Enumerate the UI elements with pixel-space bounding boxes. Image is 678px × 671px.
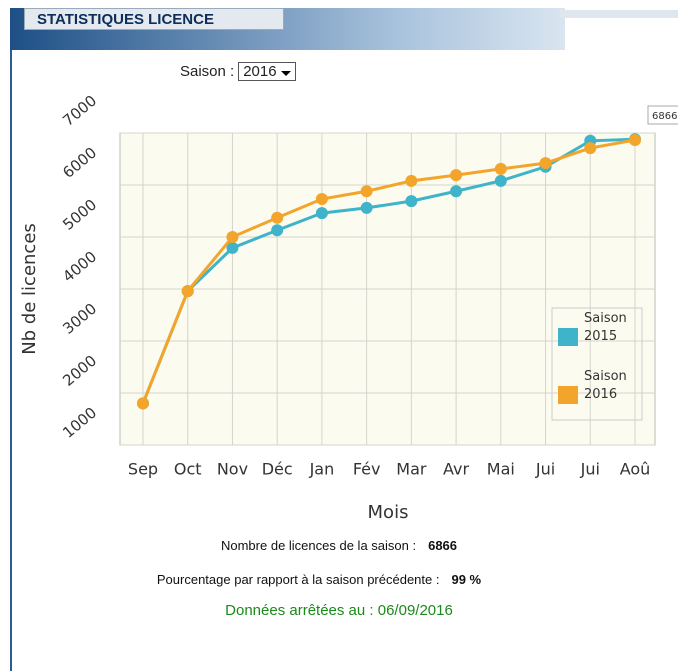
stat-row: Nombre de licences de la saison : 6866	[0, 538, 678, 553]
legend-label-part: Saison	[584, 369, 627, 384]
season-selector: Saison :2016	[180, 62, 296, 81]
y-tick-label: 4000	[59, 247, 100, 285]
x-tick-label: Jan	[309, 460, 335, 479]
y-tick-label: 7000	[59, 91, 100, 129]
data-point	[450, 169, 463, 182]
data-point	[494, 162, 507, 175]
data-label-box	[647, 105, 678, 125]
data-label: 6866	[652, 111, 677, 122]
x-tick-label: Mai	[487, 460, 515, 479]
y-tick-label: 3000	[59, 299, 100, 337]
x-tick-label: Jui	[580, 460, 600, 479]
x-tick-label: Fév	[353, 460, 381, 479]
data-point	[315, 207, 328, 220]
x-tick-label: Aoû	[620, 460, 651, 479]
header-bar	[560, 10, 678, 18]
header-title: STATISTIQUES LICENCE	[24, 8, 284, 30]
x-tick-label: Jui	[535, 460, 555, 479]
data-point	[137, 397, 149, 410]
legend-label: Saison 2015	[584, 311, 627, 344]
data-point	[226, 241, 239, 254]
data-point	[405, 195, 418, 208]
x-tick-label: Sep	[128, 460, 158, 479]
stat-value: 99 %	[451, 572, 482, 587]
select-label: Saison :	[180, 63, 235, 80]
data-point	[360, 201, 373, 214]
y-tick-label: 5000	[59, 195, 100, 233]
data-point	[539, 157, 552, 170]
y-tick-label: 2000	[59, 351, 100, 389]
stat-label: Pourcentage par rapport à la saison préc…	[156, 572, 440, 587]
data-point	[494, 174, 507, 187]
x-tick-label: Oct	[174, 460, 202, 479]
data-point	[226, 231, 239, 243]
x-tick-label: Nov	[217, 460, 248, 479]
x-axis-label: Mois	[368, 502, 409, 523]
data-point	[629, 133, 641, 146]
legend-box	[551, 307, 643, 421]
x-tick-label: Mar	[396, 460, 427, 479]
data-point	[271, 224, 284, 237]
data-point	[360, 185, 373, 198]
data-point	[405, 174, 418, 187]
legend-swatch	[558, 328, 578, 346]
y-axis-label: Nb de licences	[19, 223, 40, 355]
legend-swatch	[558, 386, 578, 404]
season-dropdown[interactable]: 2016	[238, 62, 296, 81]
legend-label-part: Saison	[584, 311, 627, 326]
data-point	[315, 193, 328, 206]
data-date: Données arrêtées au : 06/09/2016	[225, 602, 453, 619]
x-tick-label: Avr	[443, 460, 469, 479]
series-line	[141, 137, 636, 404]
stat-value: 6866	[428, 538, 458, 553]
legend-label-part: 2015	[584, 329, 617, 344]
data-point	[181, 285, 194, 298]
stat-label: Nombre de licences de la saison :	[220, 538, 417, 553]
data-point	[450, 185, 463, 198]
legend-label-part: 2016	[584, 387, 617, 402]
data-point	[584, 142, 597, 155]
data-point	[271, 211, 284, 224]
side-border	[10, 50, 12, 671]
legend-label: Saison 2016	[584, 369, 627, 402]
series-line	[141, 138, 636, 404]
y-tick-label: 6000	[59, 143, 100, 181]
y-tick-label: 1000	[59, 403, 100, 441]
stat-row: Pourcentage par rapport à la saison préc…	[0, 572, 658, 587]
x-tick-label: Déc	[262, 460, 293, 479]
